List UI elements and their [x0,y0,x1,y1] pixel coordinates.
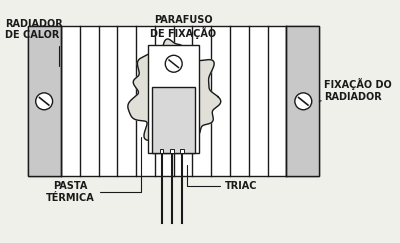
Bar [286,26,319,176]
Text: FIXAÇÃO DO
RADIADOR: FIXAÇÃO DO RADIADOR [319,78,392,102]
Circle shape [165,55,182,72]
Bar [28,26,61,176]
Bar [28,26,319,176]
Bar [148,45,199,153]
Circle shape [295,93,312,110]
Bar [160,149,163,153]
Circle shape [36,93,52,110]
Bar [152,87,195,153]
Text: PARAFUSO
DE FIXAÇÃO: PARAFUSO DE FIXAÇÃO [150,15,216,61]
Text: PASTA
TÉRMICA: PASTA TÉRMICA [46,137,141,203]
Text: RADIADOR
DE CALOR: RADIADOR DE CALOR [5,19,62,66]
Text: TRIAC: TRIAC [187,165,258,191]
Bar [180,149,184,153]
Bar [170,149,174,153]
Polygon shape [128,39,221,152]
